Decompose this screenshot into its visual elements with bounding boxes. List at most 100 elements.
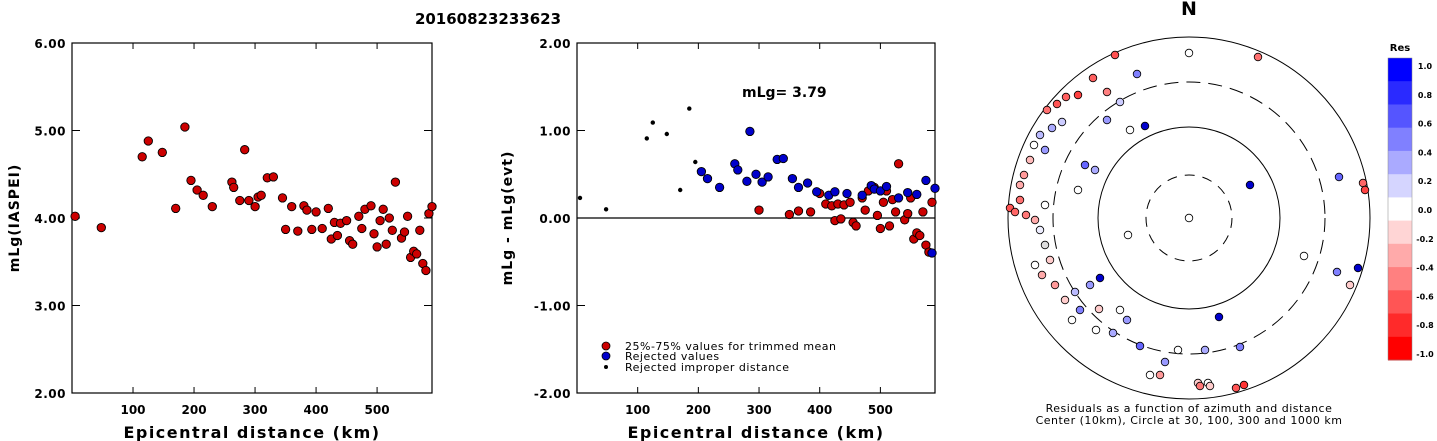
plot2-point — [927, 248, 937, 258]
plot2-point — [687, 106, 692, 111]
plot2-point — [836, 214, 846, 224]
plot1-ytick-label: 5.00 — [34, 125, 66, 139]
station-marker — [1334, 172, 1344, 182]
station-marker — [1160, 357, 1170, 367]
colorbar-swatch — [1388, 290, 1412, 314]
plot2-point — [915, 230, 925, 241]
plot2-point — [881, 181, 892, 192]
colorbar-swatch — [1388, 58, 1412, 82]
plot1-point — [256, 190, 266, 200]
plot2-point — [714, 182, 725, 193]
station-marker — [1073, 90, 1083, 100]
plot1-point — [244, 195, 254, 206]
plot2-point — [650, 120, 655, 125]
station-marker — [1102, 87, 1112, 97]
station-marker — [1140, 121, 1150, 131]
plot1-point — [171, 203, 181, 214]
plot1-point — [421, 265, 431, 276]
polar-caption-line2: Center (10km), Circle at 30, 100, 300 an… — [1036, 414, 1343, 427]
plot1-ytick-label: 2.00 — [34, 387, 66, 401]
azimuth-residual-plot: N Residuals as a function of azimuth and… — [1005, 0, 1371, 427]
colorbar-tick-label: 0.6 — [1418, 120, 1433, 129]
station-marker — [1090, 165, 1100, 175]
plot1-point — [354, 211, 364, 221]
plot2-point — [745, 126, 755, 137]
plot1-xtick-label: 500 — [365, 403, 390, 417]
station-marker — [1110, 50, 1120, 60]
station-marker — [1070, 287, 1080, 297]
plot1-point — [180, 122, 190, 132]
plot2-point — [842, 188, 852, 199]
plot2-point — [693, 159, 698, 165]
station-marker — [1245, 180, 1255, 190]
plot2-point — [893, 159, 904, 169]
plot2-point — [742, 176, 752, 186]
plot2-point — [784, 209, 795, 220]
plot1-point — [192, 185, 202, 195]
station-marker — [1040, 240, 1050, 250]
plot2-point — [903, 208, 913, 219]
station-marker — [1080, 160, 1090, 170]
station-marker — [1050, 280, 1060, 290]
plot2-point — [812, 187, 822, 197]
plot2-point — [884, 221, 895, 231]
plot2-point — [787, 173, 798, 184]
plot1-point — [268, 172, 279, 182]
plot1-point — [387, 225, 397, 235]
plot1-point — [390, 177, 401, 187]
station-marker — [1195, 381, 1205, 391]
plot2-point — [754, 205, 764, 215]
station-marker — [1358, 178, 1368, 188]
plot1-xtick-label: 300 — [243, 403, 268, 417]
colorbar-tick-label: 0.2 — [1418, 177, 1432, 186]
legend-label-rejected: Rejected values — [625, 350, 720, 363]
plot1-point — [229, 182, 239, 193]
station-marker — [1040, 200, 1050, 210]
station-marker — [1047, 123, 1057, 133]
station-marker — [1025, 155, 1035, 165]
plot1-point — [70, 211, 80, 221]
legend-marker-rejected — [601, 351, 611, 361]
plot1-point — [378, 204, 388, 214]
plot2-point — [603, 207, 609, 212]
plot2-point — [912, 189, 922, 200]
station-marker — [1214, 312, 1224, 322]
station-marker — [1184, 213, 1194, 223]
plot1-ytick-label: 4.00 — [34, 212, 66, 226]
plot1-point — [332, 230, 343, 241]
plot1-point — [311, 207, 321, 217]
plot2-point — [875, 223, 886, 234]
colorbar-swatch — [1388, 150, 1412, 175]
plot2-point — [927, 197, 937, 207]
station-marker — [1094, 304, 1104, 314]
station-marker — [1345, 280, 1355, 290]
plot1-point — [427, 201, 437, 212]
plot2-xtick-label: 400 — [807, 403, 832, 417]
plot1-point — [157, 147, 167, 158]
plot2-point — [830, 187, 840, 197]
plot2-point — [577, 195, 583, 201]
colorbar-frame — [1387, 57, 1413, 361]
plot1-point — [366, 201, 376, 211]
station-marker — [1135, 341, 1145, 351]
circle-1000km — [1007, 36, 1371, 400]
station-marker — [1030, 215, 1040, 225]
plot1-point — [240, 145, 250, 155]
plot2-point — [644, 136, 649, 141]
station-marker — [1332, 267, 1342, 277]
plot2-ytick-label: 0.00 — [539, 212, 571, 226]
station-marker — [1231, 383, 1241, 393]
plot1-point — [287, 201, 297, 212]
plot2-point — [763, 172, 773, 182]
plot2-point — [921, 175, 931, 186]
plot1-point — [402, 211, 413, 221]
colorbar-swatch — [1388, 243, 1412, 268]
plot1-point — [341, 215, 352, 226]
magnitude-vs-distance-plot: Epicentral distance (km) mLg(IASPEI) 100… — [7, 37, 437, 441]
circle-30km — [1145, 174, 1233, 262]
station-marker — [1132, 69, 1142, 79]
station-marker — [1040, 145, 1050, 155]
station-marker — [1299, 251, 1309, 261]
plot2-xlabel: Epicentral distance (km) — [627, 423, 884, 441]
